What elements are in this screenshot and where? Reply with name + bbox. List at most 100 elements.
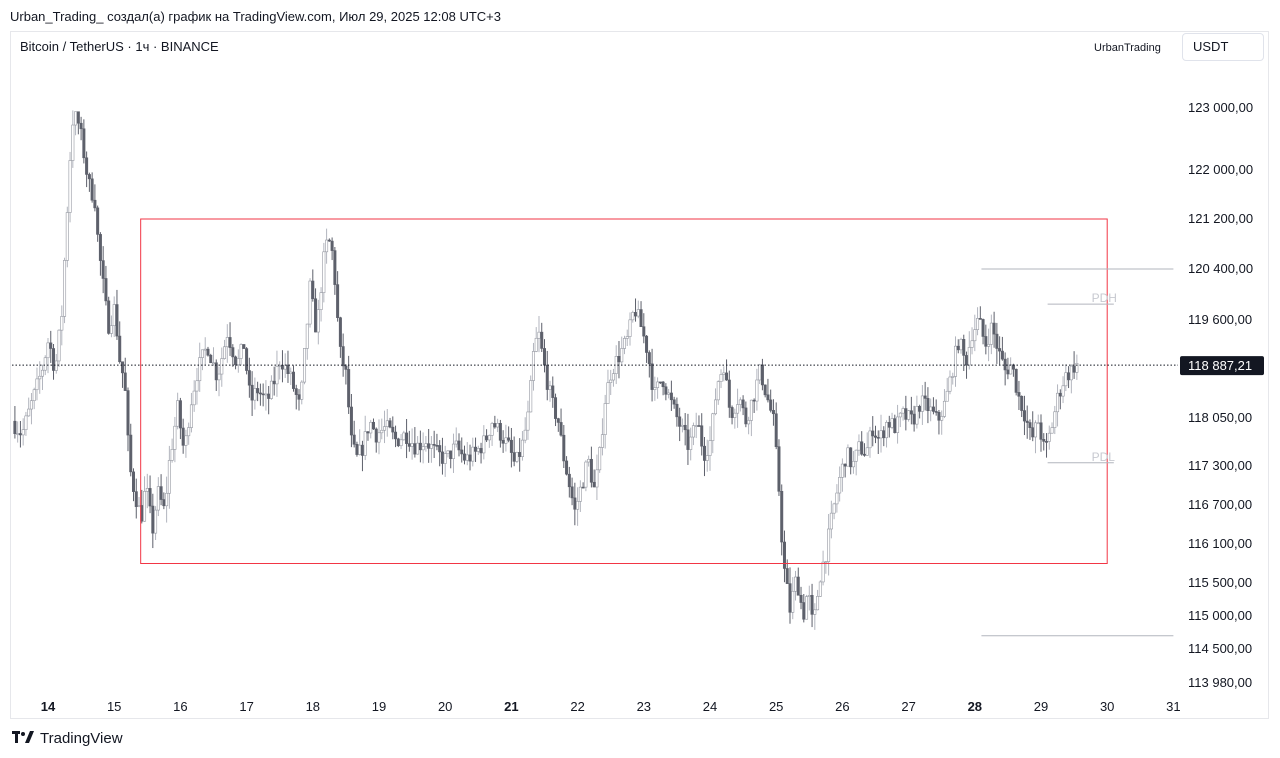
candle-body <box>200 349 204 358</box>
candle-body <box>316 309 320 333</box>
candle-body <box>504 437 508 444</box>
candle-body <box>733 412 737 418</box>
candle-body <box>212 362 216 365</box>
candle-body <box>851 460 855 468</box>
candle-body <box>901 408 905 414</box>
candle-body <box>603 403 607 435</box>
candle-body <box>587 458 591 463</box>
candle-body <box>771 410 775 415</box>
currency-button[interactable]: USDT <box>1182 33 1264 61</box>
footer-brand[interactable]: TradingView <box>12 730 123 747</box>
candle-body <box>272 380 276 385</box>
candle-body <box>98 234 102 261</box>
candle-body <box>1020 395 1024 411</box>
candle-body <box>942 400 946 417</box>
candle-body <box>184 435 188 446</box>
candle-body <box>65 212 69 261</box>
candle-body <box>416 442 420 455</box>
candle-body <box>498 423 502 441</box>
candle-body <box>953 345 957 377</box>
candle-body <box>429 444 433 449</box>
time-tick-label: 24 <box>703 699 717 714</box>
candle-body <box>493 423 497 428</box>
candle-body <box>132 471 136 492</box>
level-label: PDL <box>1092 450 1116 464</box>
candle-body <box>1000 350 1004 360</box>
candle-body <box>981 319 985 337</box>
range-box[interactable] <box>140 218 1108 564</box>
candle-body <box>606 382 610 404</box>
candle-body <box>79 122 83 130</box>
candle-body <box>973 329 977 342</box>
candle-body <box>818 581 822 597</box>
candle-body <box>832 503 836 514</box>
candle-body <box>305 323 309 349</box>
candle-body <box>297 394 301 400</box>
candle-body <box>261 393 265 396</box>
time-tick-label: 28 <box>968 699 982 714</box>
candle-body <box>507 437 511 441</box>
candle-body <box>885 422 889 439</box>
candle-body <box>937 411 941 421</box>
candle-body <box>220 358 224 375</box>
current-price-label: 118 887,21 <box>1188 358 1252 373</box>
candle-body <box>907 410 911 420</box>
candle-body <box>468 454 472 462</box>
candle-body <box>198 357 202 382</box>
candle-body <box>358 444 362 455</box>
candle-body <box>485 435 489 441</box>
candle-body <box>385 420 389 427</box>
candle-body <box>443 453 447 464</box>
price-axis: 123 000,00 122 000,00 121 200,00 120 400,00… <box>1188 100 1253 690</box>
candle-body <box>1064 372 1068 387</box>
candle-body <box>824 561 828 563</box>
candle-body <box>642 326 646 337</box>
candle-body <box>96 207 100 235</box>
candle-body <box>300 381 304 400</box>
candle-body <box>104 278 108 302</box>
candle-body <box>369 421 373 434</box>
candle-body <box>920 395 924 412</box>
candle-body <box>868 430 872 449</box>
time-axis: 14 15 16 17 18 19 20 21 22 23 24 25 26 27 28 29 30 31 <box>41 699 1181 714</box>
candle-body <box>639 309 643 328</box>
candle-body <box>16 433 20 435</box>
candle-body <box>807 595 811 597</box>
candle-body <box>948 376 952 392</box>
candle-body <box>366 431 370 434</box>
candle-body <box>18 433 22 436</box>
candle-body <box>805 596 809 620</box>
candle-body <box>636 309 640 317</box>
candle-body <box>796 576 800 596</box>
candle-body <box>43 357 47 371</box>
candle-body <box>203 348 207 351</box>
candle-body <box>551 385 555 398</box>
candle-body <box>873 435 877 438</box>
candle-body <box>225 337 229 348</box>
candle-body <box>760 364 764 386</box>
candle-body <box>625 336 629 339</box>
candle-body <box>333 250 337 285</box>
candle-body <box>1028 422 1032 428</box>
candle-body <box>545 364 549 390</box>
level-label: PDH <box>1092 291 1117 305</box>
candle-body <box>537 331 541 339</box>
candle-body <box>371 421 375 430</box>
candle-body <box>515 452 519 462</box>
candle-body <box>791 590 795 613</box>
candle-body <box>683 424 687 431</box>
symbol-title[interactable]: Bitcoin / TetherUS · 1ч · BINANCE <box>20 39 219 54</box>
candle-body <box>71 124 75 161</box>
candle-body <box>109 325 113 334</box>
candle-body <box>87 174 91 180</box>
candle-body <box>189 404 193 428</box>
time-tick-label: 17 <box>239 699 253 714</box>
candle-body <box>413 443 417 455</box>
candle-body <box>904 408 908 420</box>
candle-body <box>584 461 588 488</box>
candle-body <box>311 280 315 300</box>
candle-body <box>727 379 731 408</box>
candle-body <box>24 415 28 430</box>
candle-body <box>289 371 293 374</box>
